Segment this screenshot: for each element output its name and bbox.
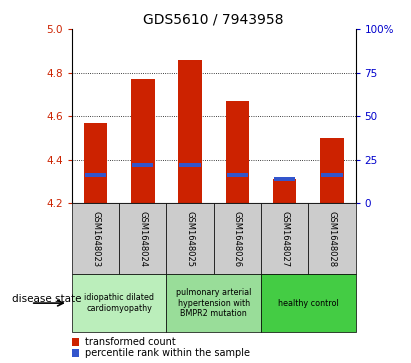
Bar	[131, 79, 155, 203]
Bar	[84, 123, 107, 203]
Bar	[321, 174, 342, 178]
Bar	[226, 101, 249, 203]
Bar	[72, 203, 119, 274]
Text: GSM1648026: GSM1648026	[233, 211, 242, 267]
Text: pulmonary arterial
hypertension with
BMPR2 mutation: pulmonary arterial hypertension with BMP…	[176, 288, 252, 318]
Bar	[119, 203, 166, 274]
Bar	[166, 203, 214, 274]
Bar	[214, 203, 261, 274]
Bar	[72, 338, 79, 346]
Bar	[261, 203, 308, 274]
Bar	[274, 177, 295, 181]
Text: transformed count: transformed count	[85, 337, 175, 347]
Bar	[178, 60, 202, 203]
Text: percentile rank within the sample: percentile rank within the sample	[85, 348, 250, 358]
Bar	[308, 203, 356, 274]
Text: disease state: disease state	[12, 294, 82, 305]
Text: GSM1648027: GSM1648027	[280, 211, 289, 267]
Bar	[273, 179, 296, 203]
Bar	[261, 274, 356, 332]
Bar	[72, 349, 79, 358]
Bar	[72, 274, 166, 332]
Title: GDS5610 / 7943958: GDS5610 / 7943958	[143, 12, 284, 26]
Text: healthy control: healthy control	[278, 299, 339, 307]
Bar	[180, 163, 201, 167]
Text: GSM1648024: GSM1648024	[139, 211, 147, 267]
Bar	[166, 274, 261, 332]
Text: GSM1648023: GSM1648023	[91, 211, 100, 267]
Bar	[132, 163, 153, 167]
Bar	[85, 174, 106, 178]
Text: GSM1648028: GSM1648028	[328, 211, 336, 267]
Bar	[227, 174, 248, 178]
Text: GSM1648025: GSM1648025	[186, 211, 194, 267]
Text: idiopathic dilated
cardiomyopathy: idiopathic dilated cardiomyopathy	[84, 293, 154, 313]
Bar	[320, 138, 344, 203]
